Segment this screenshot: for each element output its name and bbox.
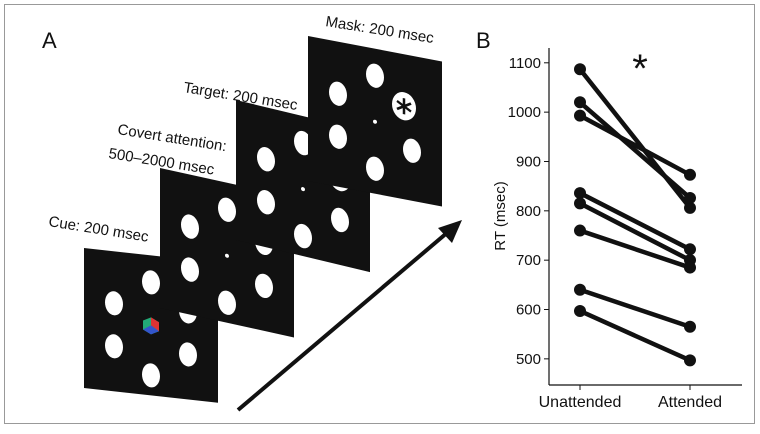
y-tick-label: 1000 bbox=[508, 104, 541, 121]
data-point bbox=[684, 192, 696, 204]
data-point bbox=[684, 262, 696, 274]
data-point bbox=[574, 187, 586, 199]
data-point bbox=[684, 354, 696, 366]
data-point bbox=[574, 284, 586, 296]
data-point bbox=[574, 96, 586, 108]
data-point bbox=[574, 63, 586, 75]
panel-label: B bbox=[476, 28, 491, 53]
y-tick-label: 800 bbox=[516, 203, 541, 220]
y-tick-label: 700 bbox=[516, 252, 541, 269]
data-point bbox=[684, 243, 696, 255]
figure: A Cue: 200 msecCovert attention:500–2000… bbox=[0, 0, 760, 429]
mask-frame bbox=[308, 36, 442, 206]
data-point bbox=[574, 305, 586, 317]
x-tick-label: Unattended bbox=[539, 394, 622, 411]
y-tick-label: 600 bbox=[516, 302, 541, 319]
y-axis-label: RT (msec) bbox=[492, 181, 509, 250]
x-tick-label: Attended bbox=[658, 394, 722, 411]
y-tick-label: 1100 bbox=[509, 55, 541, 72]
y-tick-label: 500 bbox=[516, 351, 541, 368]
annotation: * bbox=[632, 47, 648, 91]
data-point bbox=[684, 321, 696, 333]
y-tick-label: 900 bbox=[516, 153, 541, 170]
data-point bbox=[574, 197, 586, 209]
data-point bbox=[574, 225, 586, 237]
panel-label: A bbox=[42, 28, 57, 53]
data-point bbox=[684, 169, 696, 181]
data-point bbox=[574, 110, 586, 122]
